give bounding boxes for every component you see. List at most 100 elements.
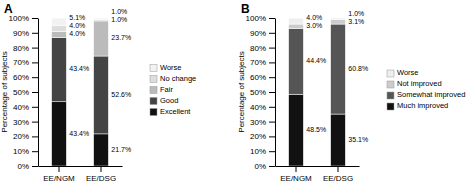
- y-tick: 90%: [250, 29, 275, 38]
- data-labels: 48.5%44.4%3.0%4.0%35.1%60.8%3.1%1.0%: [306, 10, 368, 143]
- plot: 0%10%20%30%40%50%60%70%80%90%100%EE/NGME…: [0, 8, 196, 183]
- bar: [289, 94, 304, 166]
- y-tick-label: 0%: [17, 162, 29, 171]
- y-tick: 0%: [17, 162, 38, 171]
- x-tick: EE/NGM: [280, 166, 312, 183]
- y-axis-title: Percentage of subjects: [0, 51, 9, 132]
- y-tick-mark: [269, 48, 275, 49]
- y-tick: 20%: [250, 132, 275, 141]
- y-axis-line: [275, 19, 276, 167]
- x-axis-line: [39, 166, 123, 167]
- y-tick: 100%: [9, 14, 38, 23]
- bar: [94, 21, 109, 56]
- data-label: 23.7%: [111, 34, 131, 41]
- y-tick: 50%: [13, 88, 38, 97]
- bar: [289, 24, 304, 28]
- x-tick: EE/DSG: [86, 166, 116, 183]
- data-labels: 43.4%43.4%4.0%4.0%5.1%21.7%52.6%23.7%1.0…: [69, 8, 131, 153]
- y-tick-mark: [269, 107, 275, 108]
- y-tick: 100%: [246, 14, 275, 23]
- x-tick-label: EE/NGM: [280, 174, 312, 183]
- y-tick-label: 20%: [250, 132, 266, 141]
- y-tick: 30%: [250, 118, 275, 127]
- legend-item: Much improved: [387, 101, 448, 110]
- legend-item: Worse: [150, 63, 182, 72]
- legend-item: Not improved: [387, 79, 442, 88]
- y-tick: 40%: [13, 103, 38, 112]
- bar: [52, 32, 67, 38]
- y-tick-label: 90%: [13, 29, 29, 38]
- legend-label: No change: [160, 74, 196, 83]
- data-label: 4.0%: [69, 22, 85, 29]
- data-label: 5.1%: [69, 14, 85, 21]
- legend-item: Excellent: [150, 107, 191, 116]
- y-tick-label: 60%: [250, 73, 266, 82]
- plot: 0%10%20%30%40%50%60%70%80%90%100%EE/NGME…: [237, 10, 465, 183]
- y-tick-label: 30%: [13, 118, 29, 127]
- y-tick-mark: [32, 18, 38, 19]
- y-tick: 70%: [13, 58, 38, 67]
- bar: [289, 18, 304, 24]
- legend-swatch: [387, 103, 394, 110]
- y-tick-mark: [32, 136, 38, 137]
- bar: [94, 56, 109, 134]
- legend-label: Somewhat improved: [397, 90, 465, 99]
- legend: Worse Not improved Somewhat improved Much i…: [387, 68, 465, 110]
- legend-swatch: [387, 92, 394, 99]
- y-tick-mark: [269, 33, 275, 34]
- legend-item: Worse: [387, 68, 419, 77]
- y-tick-label: 50%: [13, 88, 29, 97]
- y-tick-mark: [269, 92, 275, 93]
- x-tick-mark: [59, 166, 60, 172]
- y-tick-label: 40%: [13, 103, 29, 112]
- y-tick-mark: [32, 122, 38, 123]
- y-tick: 70%: [250, 58, 275, 67]
- y-axis-line: [38, 19, 39, 167]
- y-tick-mark: [32, 33, 38, 34]
- panel: 0%10%20%30%40%50%60%70%80%90%100%EE/NGME…: [0, 2, 196, 183]
- x-tick-label: EE/DSG: [323, 174, 353, 183]
- chart: 0%10%20%30%40%50%60%70%80%90%100%EE/NGME…: [0, 0, 474, 186]
- bars: [52, 18, 109, 166]
- bar: [52, 102, 67, 166]
- y-tick-label: 10%: [250, 147, 266, 156]
- y-tick-mark: [269, 136, 275, 137]
- y-tick-mark: [32, 166, 38, 167]
- legend: WorseNo changeFairGoodExcellent: [150, 63, 196, 116]
- data-label: 1.0%: [348, 10, 364, 17]
- data-label: 48.5%: [306, 126, 326, 133]
- y-tick: 10%: [250, 147, 275, 156]
- legend-item: Fair: [150, 85, 173, 94]
- panel: 0%10%20%30%40%50%60%70%80%90%100%EE/NGME…: [237, 2, 465, 183]
- y-tick-mark: [269, 62, 275, 63]
- legend-item: No change: [150, 74, 196, 83]
- y-tick: 90%: [13, 29, 38, 38]
- y-tick-mark: [32, 92, 38, 93]
- y-tick-label: 20%: [13, 132, 29, 141]
- y-tick: 30%: [13, 118, 38, 127]
- y-tick-label: 70%: [250, 58, 266, 67]
- x-tick: EE/DSG: [323, 166, 353, 183]
- y-tick-label: 80%: [250, 44, 266, 53]
- y-tick-label: 80%: [13, 44, 29, 53]
- legend-label: Worse: [397, 68, 419, 77]
- bar: [331, 19, 346, 24]
- y-tick: 40%: [250, 103, 275, 112]
- y-tick: 50%: [250, 88, 275, 97]
- x-axis: EE/NGMEE/DSG: [39, 166, 123, 183]
- y-tick: 60%: [250, 73, 275, 82]
- y-tick: 60%: [13, 73, 38, 82]
- bar: [289, 29, 304, 95]
- bar: [94, 18, 109, 19]
- bar: [52, 26, 67, 32]
- x-axis-line: [276, 166, 360, 167]
- bar: [331, 114, 346, 166]
- legend-label: Much improved: [397, 101, 448, 110]
- data-label: 52.6%: [111, 91, 131, 98]
- data-label: 21.7%: [111, 146, 131, 153]
- y-tick: 20%: [13, 132, 38, 141]
- legend-swatch: [150, 109, 157, 116]
- data-label: 1.0%: [111, 8, 127, 15]
- y-axis: 0%10%20%30%40%50%60%70%80%90%100%: [246, 14, 276, 171]
- legend-label: Fair: [160, 85, 173, 94]
